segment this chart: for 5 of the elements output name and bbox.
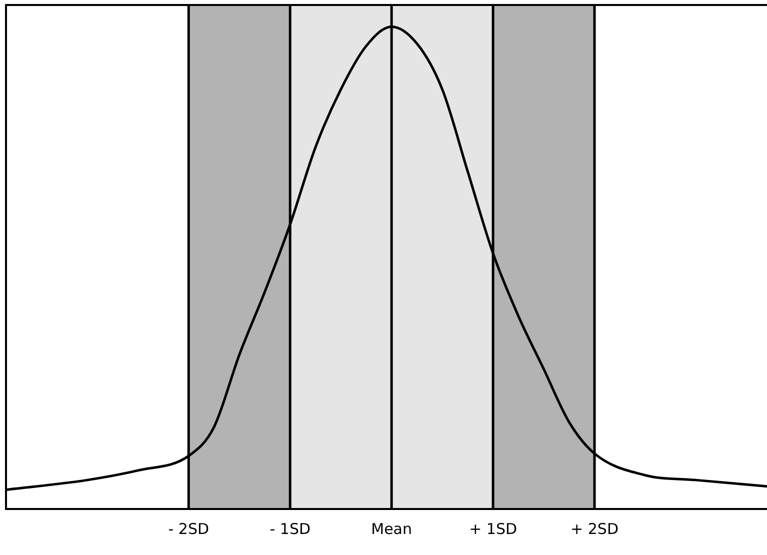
x-tick-label: - 1SD [270,520,311,538]
x-tick-label: + 1SD [469,520,518,538]
x-tick-label: - 2SD [168,520,210,538]
x-tick-label: + 2SD [570,520,618,538]
x-tick-label: Mean [371,520,412,538]
